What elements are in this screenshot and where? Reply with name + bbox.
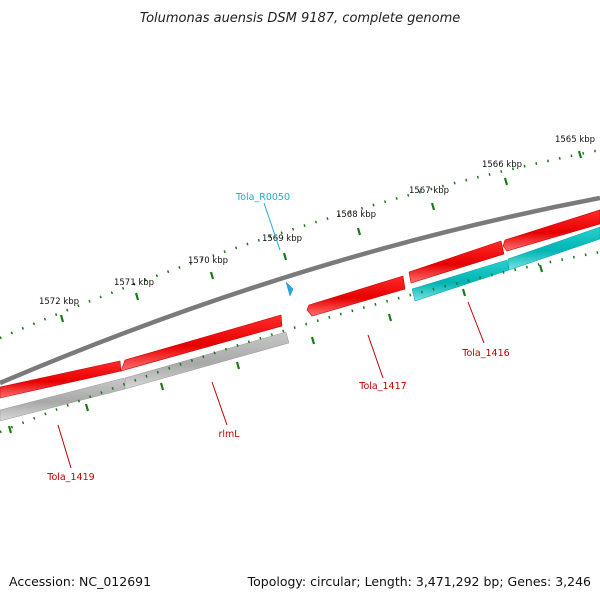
leader-tola-1416 bbox=[467, 301, 485, 344]
gene-track bbox=[0, 331, 290, 422]
gene-labels: Tola_R0050 Tola_1416 Tola_1417 rlmL Tola… bbox=[46, 192, 509, 483]
trna-marker-tola-r0050 bbox=[285, 281, 294, 297]
inner-major-tick-1 bbox=[7, 425, 13, 434]
scale-labels: 1565 kbp 1566 kbp 1567 kbp 1568 kbp 1569… bbox=[39, 135, 595, 307]
label-tola-r0050: Tola_R0050 bbox=[235, 192, 290, 203]
outer-scale bbox=[0, 148, 600, 340]
gene-rlml bbox=[124, 331, 290, 390]
tick-label-1571: 1571 kbp bbox=[114, 278, 154, 288]
tick-label-1568: 1568 kbp bbox=[336, 210, 376, 220]
tick-label-1569: 1569 kbp bbox=[262, 234, 302, 244]
tick-label-1565: 1565 kbp bbox=[555, 135, 595, 145]
leader-tola-r0050 bbox=[263, 202, 281, 251]
cds-tola-1417 bbox=[306, 275, 406, 317]
major-tick-1565 bbox=[577, 150, 583, 159]
label-tola-1419: Tola_1419 bbox=[46, 472, 94, 483]
label-tola-1416: Tola_1416 bbox=[461, 348, 509, 359]
cds-right-forward bbox=[502, 209, 600, 252]
major-tick-1568 bbox=[356, 227, 362, 236]
leader-rlml bbox=[211, 381, 228, 426]
inner-scale bbox=[0, 250, 600, 434]
rrna-right bbox=[507, 226, 600, 271]
tick-label-1567: 1567 kbp bbox=[409, 186, 449, 196]
genome-backbone bbox=[0, 195, 600, 386]
major-tick-1570 bbox=[209, 271, 215, 280]
genome-summary-text: Topology: circular; Length: 3,471,292 bp… bbox=[247, 574, 591, 589]
leader-tola-1419 bbox=[57, 424, 72, 469]
cds-segment-forward bbox=[120, 314, 283, 372]
accession-text: Accession: NC_012691 bbox=[9, 574, 151, 589]
label-rlml: rlmL bbox=[218, 429, 240, 440]
cds-tola-1416-forward bbox=[408, 240, 505, 284]
map-title: Tolumonas auensis DSM 9187, complete gen… bbox=[140, 11, 461, 26]
label-tola-1417: Tola_1417 bbox=[358, 381, 406, 392]
major-tick-1571 bbox=[134, 292, 140, 301]
inner-major-tick-8 bbox=[538, 264, 544, 273]
major-tick-1567 bbox=[430, 202, 436, 211]
inner-major-tick-6 bbox=[387, 313, 393, 322]
major-tick-1569 bbox=[282, 252, 288, 261]
inner-major-tick-4 bbox=[235, 361, 241, 370]
tick-label-1570: 1570 kbp bbox=[188, 256, 228, 266]
major-tick-1572 bbox=[59, 314, 65, 323]
inner-major-tick-2 bbox=[84, 403, 90, 412]
forward-cds-track bbox=[0, 209, 600, 399]
inner-major-tick-5 bbox=[310, 336, 316, 345]
rrna-track bbox=[411, 226, 600, 302]
leader-tola-1417 bbox=[367, 334, 384, 379]
tick-label-1566: 1566 kbp bbox=[482, 160, 522, 170]
inner-scale-dots bbox=[0, 250, 600, 434]
major-tick-1566 bbox=[503, 177, 509, 186]
inner-major-tick-3 bbox=[159, 382, 165, 391]
inner-major-tick-7 bbox=[461, 288, 467, 297]
tick-label-1572: 1572 kbp bbox=[39, 297, 79, 307]
label-leaders bbox=[57, 202, 485, 469]
